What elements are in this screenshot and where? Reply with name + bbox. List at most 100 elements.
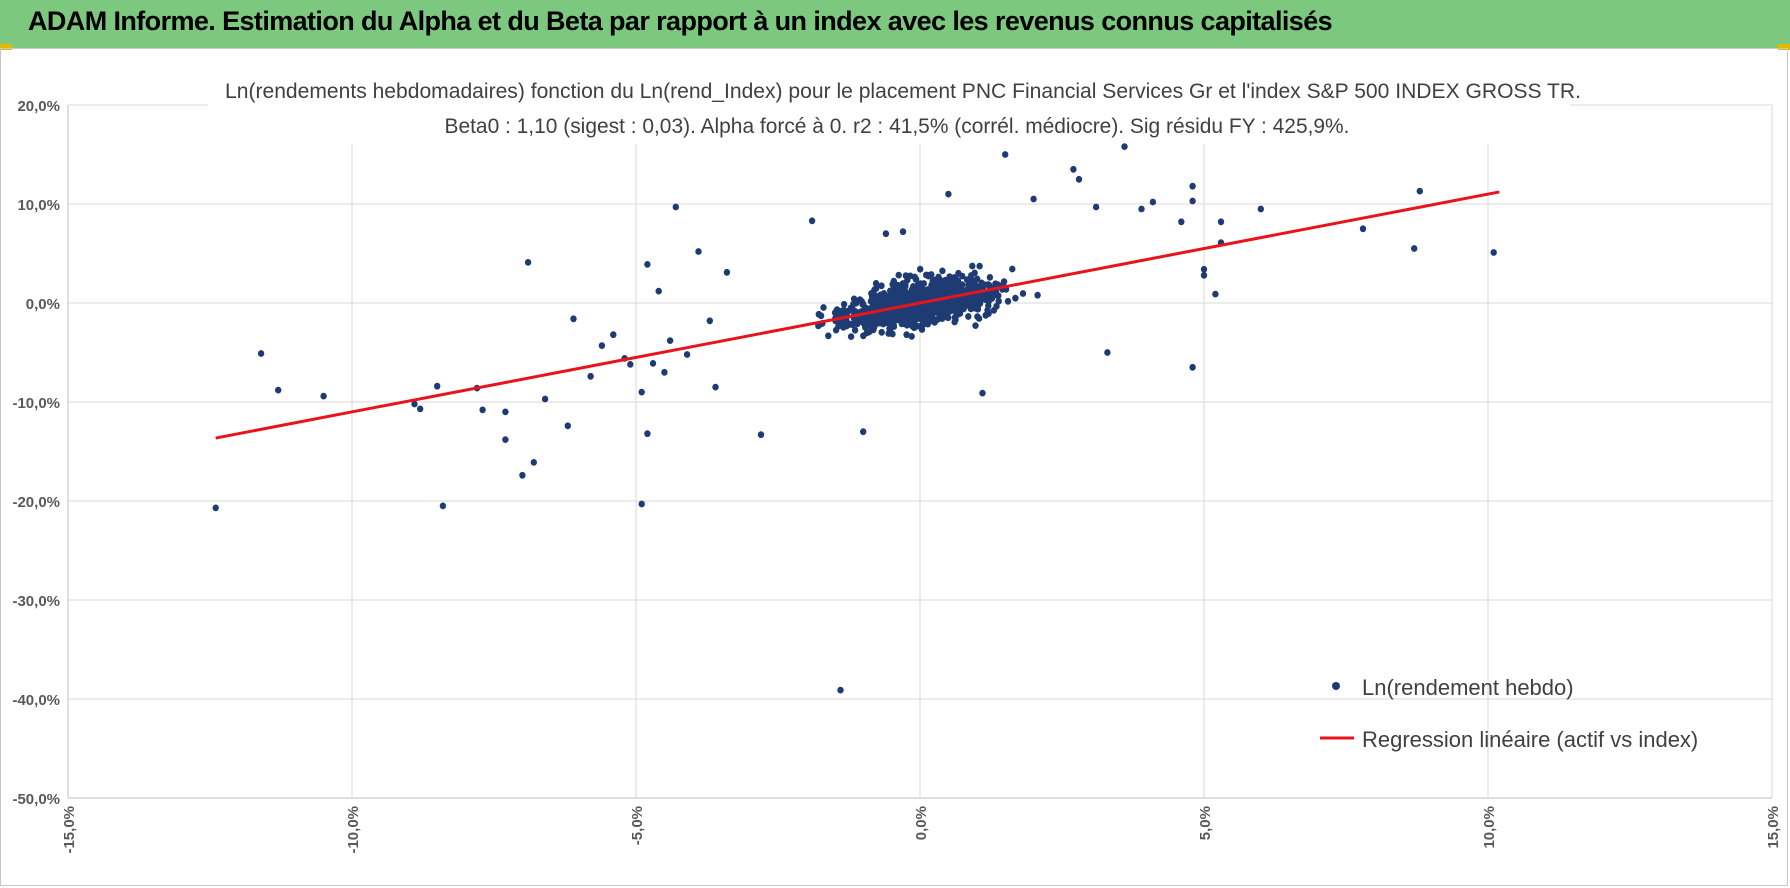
data-point [960, 287, 967, 295]
data-point [439, 502, 447, 510]
data-point [1000, 278, 1008, 285]
data-point [1189, 363, 1196, 371]
data-point [972, 322, 979, 329]
corner-marker-right [1778, 44, 1790, 50]
data-point [947, 301, 954, 309]
data-point [945, 190, 952, 198]
data-point [661, 368, 668, 376]
data-point [868, 290, 875, 297]
data-point [212, 504, 219, 512]
data-point [850, 307, 858, 315]
data-point [1217, 218, 1225, 226]
legend-label-scatter: Ln(rendement hebdo) [1362, 675, 1574, 700]
data-point [972, 298, 979, 305]
data-point [1149, 198, 1157, 206]
data-point [990, 307, 998, 314]
data-point [934, 309, 941, 317]
data-point [587, 372, 594, 380]
data-point [910, 318, 917, 326]
data-point [953, 284, 961, 291]
data-point [923, 304, 930, 311]
data-point [1009, 265, 1016, 273]
y-tick-label: 0,0% [26, 296, 60, 313]
grid-layer [67, 104, 1773, 799]
data-point [1411, 245, 1418, 252]
data-point [870, 323, 878, 331]
data-point [942, 282, 949, 290]
data-point [479, 406, 486, 414]
data-point [902, 272, 910, 280]
data-point [897, 283, 904, 290]
data-point [564, 422, 571, 430]
data-point [706, 317, 713, 325]
data-point [865, 313, 873, 320]
data-point [1075, 175, 1083, 183]
data-point [598, 342, 606, 349]
legend-marker-scatter [1332, 682, 1340, 690]
legend: Ln(rendement hebdo) Regression linéaire … [1320, 675, 1698, 752]
data-point [1257, 205, 1265, 213]
data-point [946, 273, 953, 281]
y-tick-label: -40,0% [12, 692, 60, 709]
data-point [860, 428, 867, 436]
data-point [886, 293, 893, 301]
data-point [820, 304, 827, 311]
data-point [882, 230, 890, 238]
data-point [916, 313, 923, 321]
y-tick-label: -20,0% [12, 494, 60, 511]
data-point [920, 280, 927, 287]
y-tick-label: 10,0% [17, 197, 60, 214]
data-point [666, 337, 674, 344]
data-point [1019, 290, 1027, 297]
data-point [859, 319, 867, 327]
data-point [878, 282, 885, 290]
data-point [876, 293, 883, 301]
data-point [947, 281, 954, 288]
data-point [320, 392, 327, 400]
data-point [839, 307, 846, 314]
data-point [832, 326, 840, 334]
data-point [899, 228, 907, 236]
data-point [502, 436, 509, 443]
data-point [411, 400, 418, 408]
data-point [417, 405, 424, 413]
data-point [831, 309, 839, 317]
data-point [644, 261, 651, 268]
x-tick-label: -15,0% [61, 806, 78, 854]
data-point [937, 277, 945, 284]
data-point [1012, 294, 1019, 302]
data-point [1070, 165, 1077, 173]
data-point [926, 318, 933, 325]
data-point [655, 287, 662, 295]
x-tick-label: 0,0% [913, 806, 930, 840]
data-point [890, 277, 897, 285]
data-point [968, 272, 975, 279]
data-point [524, 259, 532, 266]
data-point [924, 286, 932, 293]
data-point [887, 287, 894, 295]
data-point [959, 272, 966, 280]
data-point [257, 350, 265, 357]
data-point [893, 292, 901, 300]
data-point [1004, 297, 1012, 305]
data-point [1212, 290, 1219, 298]
data-point [1189, 197, 1196, 205]
data-point [902, 279, 909, 287]
data-point [969, 262, 976, 270]
chart-frame [0, 48, 1788, 886]
data-point [851, 326, 859, 334]
data-point [502, 408, 509, 416]
data-point [695, 248, 702, 255]
data-point [912, 275, 920, 283]
data-point [649, 360, 657, 367]
chart-title: Ln(rendements hebdomadaires) fonction du… [225, 80, 1581, 103]
data-point [877, 317, 885, 325]
x-tick-label: -5,0% [629, 806, 646, 845]
data-point [939, 267, 946, 275]
x-tick-label: 10,0% [1481, 806, 1498, 849]
data-point [952, 275, 960, 283]
data-point [995, 292, 1002, 300]
y-tick-label: -30,0% [12, 593, 60, 610]
data-point [825, 332, 832, 340]
